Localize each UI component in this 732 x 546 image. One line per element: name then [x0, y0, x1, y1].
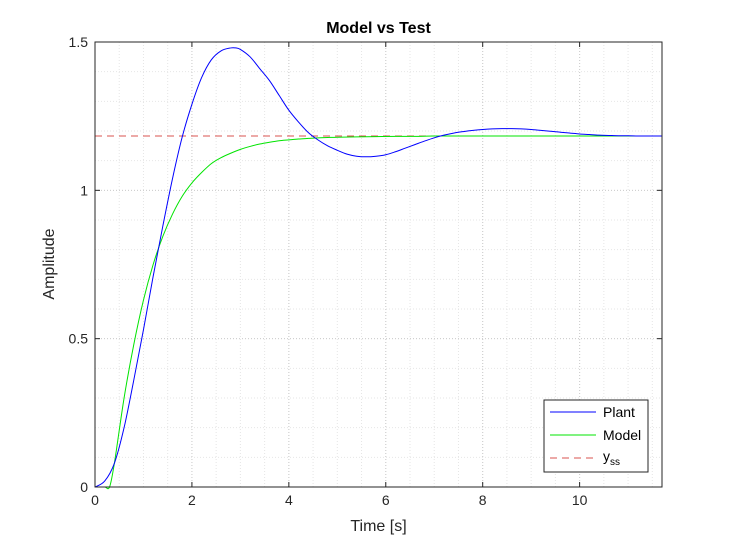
- x-tick-label: 2: [188, 492, 196, 508]
- x-axis-label: Time [s]: [350, 518, 406, 535]
- y-tick-label: 1.5: [69, 34, 89, 50]
- legend-label-yss: yss: [603, 448, 620, 468]
- plot-area-border: [94, 41, 663, 488]
- y-tick-labels: 0 0.5 1 1.5: [69, 34, 89, 495]
- x-tick-labels: 0 2 4 6 8 10: [91, 492, 588, 508]
- y-tick-label: 0.5: [69, 331, 89, 347]
- series-line-plant: [94, 47, 662, 488]
- series-line-model: [94, 135, 662, 490]
- legend-label-yss-main: y: [603, 448, 610, 464]
- chart-title: Model vs Test: [326, 20, 431, 37]
- series-layer: [94, 47, 662, 490]
- y-axis-label: Amplitude: [41, 228, 58, 299]
- tick-marks: [94, 41, 662, 488]
- legend-label-model: Model: [603, 427, 641, 443]
- x-tick-label: 8: [479, 492, 487, 508]
- x-tick-label: 4: [285, 492, 293, 508]
- legend[interactable]: Plant Model yss: [543, 399, 649, 473]
- legend-label-plant: Plant: [603, 404, 635, 420]
- x-tick-label: 6: [382, 492, 390, 508]
- y-tick-label: 1: [80, 182, 88, 198]
- x-tick-label: 10: [572, 492, 588, 508]
- y-tick-label: 0: [80, 479, 88, 495]
- legend-label-yss-sub: ss: [610, 457, 620, 468]
- x-tick-label: 0: [91, 492, 99, 508]
